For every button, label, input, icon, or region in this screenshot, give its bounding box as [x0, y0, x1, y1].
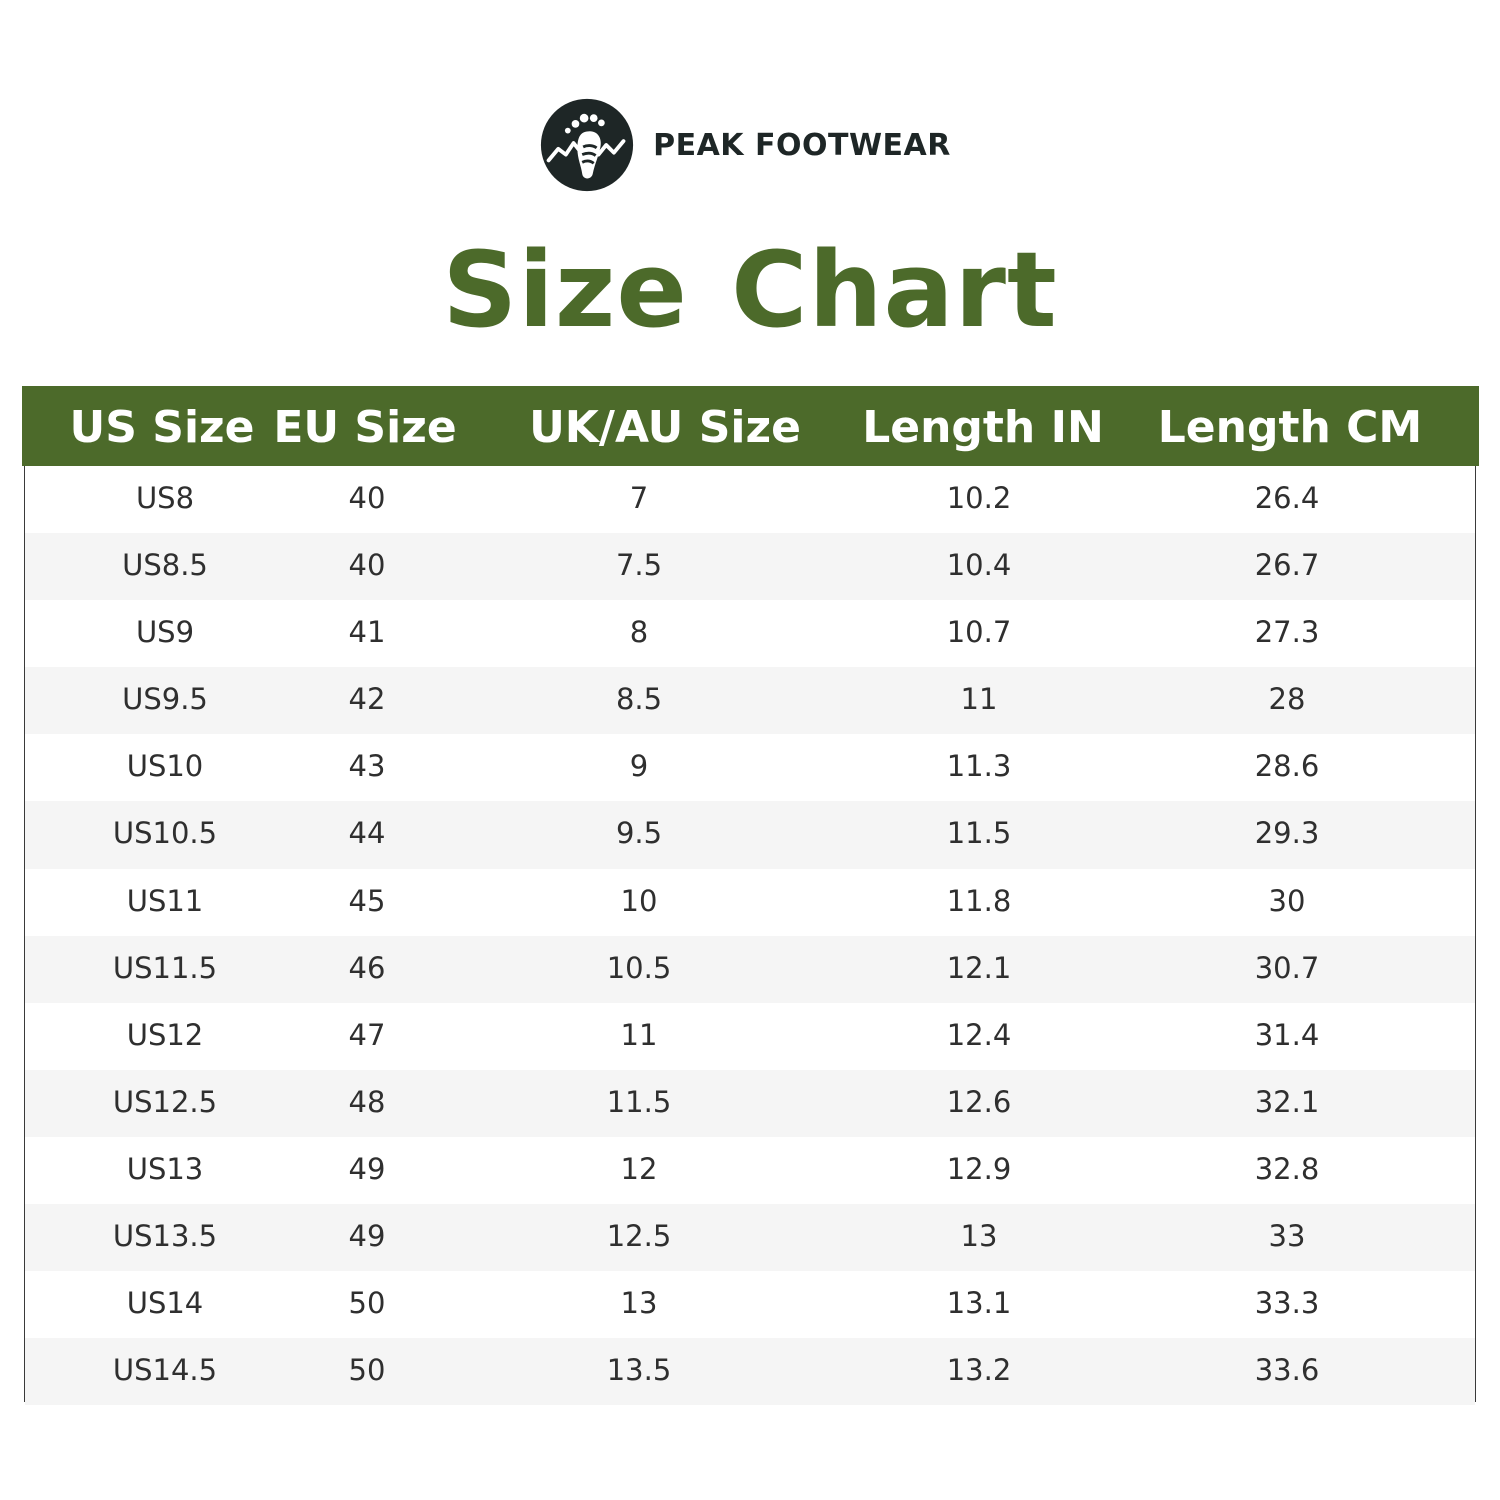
- length-cm-cell: 32.1: [1254, 1084, 1320, 1119]
- us-size-cell: US9.5: [122, 682, 208, 717]
- length-in-cell: 13.2: [946, 1353, 1012, 1388]
- table-row: US10 43 9 11.3 28.6: [25, 734, 1475, 801]
- eu-size-cell: 45: [348, 883, 386, 918]
- eu-size-cell: 48: [348, 1084, 386, 1119]
- size-table: US Size EU Size UK/AU Size Length IN Len…: [22, 386, 1479, 1406]
- length-in-cell: 13.1: [946, 1286, 1012, 1321]
- header-us-size: US Size: [69, 402, 255, 453]
- header-uk-au-size: UK/AU Size: [529, 402, 801, 453]
- table-row: US11.5 46 10.5 12.1 30.7: [25, 935, 1475, 1003]
- length-cm-cell: 33.3: [1254, 1286, 1320, 1321]
- uk-au-size-cell: 7.5: [615, 548, 663, 583]
- table-row: US8 40 7 10.2 26.4: [25, 466, 1475, 533]
- eu-size-cell: 49: [348, 1151, 386, 1186]
- us-size-cell: US13: [126, 1151, 204, 1186]
- length-in-cell: 13: [960, 1219, 998, 1254]
- length-in-cell: 12.9: [946, 1151, 1012, 1186]
- eu-size-cell: 41: [348, 615, 386, 650]
- length-cm-cell: 30: [1268, 883, 1306, 918]
- eu-size-cell: 42: [348, 682, 386, 717]
- us-size-cell: US13.5: [112, 1219, 218, 1254]
- table-row: US10.5 44 9.5 11.5 29.3: [25, 801, 1475, 869]
- table-row: US12.5 48 11.5 12.6 32.1: [25, 1069, 1475, 1137]
- length-in-cell: 12.6: [946, 1084, 1012, 1119]
- eu-size-cell: 46: [348, 950, 386, 985]
- table-header-row: US Size EU Size UK/AU Size Length IN Len…: [22, 386, 1479, 466]
- uk-au-size-cell: 13: [620, 1286, 658, 1321]
- us-size-cell: US9: [135, 615, 195, 650]
- uk-au-size-cell: 12.5: [606, 1219, 672, 1254]
- us-size-cell: US11.5: [112, 950, 218, 985]
- uk-au-size-cell: 10.5: [606, 950, 672, 985]
- table-row: US13 49 12 12.9 32.8: [25, 1137, 1475, 1204]
- uk-au-size-cell: 8.5: [615, 682, 663, 717]
- brand-name: PEAK FOOTWEAR: [653, 127, 951, 163]
- us-size-cell: US14: [126, 1286, 204, 1321]
- header-length-in: Length IN: [862, 402, 1104, 453]
- header-eu-size: EU Size: [273, 402, 457, 453]
- length-in-cell: 10.4: [946, 548, 1012, 583]
- us-size-cell: US14.5: [112, 1353, 218, 1388]
- length-cm-cell: 28: [1268, 682, 1306, 717]
- eu-size-cell: 43: [348, 749, 386, 784]
- length-in-cell: 10.2: [946, 481, 1012, 515]
- us-size-cell: US8: [135, 481, 195, 515]
- table-row: US11 45 10 11.8 30: [25, 869, 1475, 936]
- us-size-cell: US10.5: [112, 816, 218, 851]
- eu-size-cell: 50: [348, 1353, 386, 1388]
- length-cm-cell: 32.8: [1254, 1151, 1320, 1186]
- table-row: US8.5 40 7.5 10.4 26.7: [25, 533, 1475, 601]
- uk-au-size-cell: 11.5: [606, 1084, 672, 1119]
- eu-size-cell: 49: [348, 1219, 386, 1254]
- table-row: US13.5 49 12.5 13 33: [25, 1204, 1475, 1272]
- uk-au-size-cell: 10: [620, 883, 658, 918]
- uk-au-size-cell: 11: [620, 1017, 658, 1052]
- us-size-cell: US12.5: [112, 1084, 218, 1119]
- length-in-cell: 12.4: [946, 1017, 1012, 1052]
- length-cm-cell: 31.4: [1254, 1017, 1320, 1052]
- length-cm-cell: 33: [1268, 1219, 1306, 1254]
- length-cm-cell: 29.3: [1254, 816, 1320, 851]
- us-size-cell: US10: [126, 749, 204, 784]
- length-cm-cell: 26.4: [1254, 481, 1320, 515]
- table-body: US8 40 7 10.2 26.4 US8.5 40 7.5 10.4 26.7 US9 41 8 10…: [25, 466, 1475, 1406]
- brand-header: PEAK FOOTWEAR: [0, 96, 1500, 194]
- table-row: US14.5 50 13.5 13.2 33.6: [25, 1338, 1475, 1406]
- page-title: Size Chart: [442, 229, 1058, 351]
- us-size-cell: US8.5: [122, 548, 208, 583]
- table-row: US14 50 13 13.1 33.3: [25, 1271, 1475, 1338]
- uk-au-size-cell: 8: [629, 615, 649, 650]
- length-in-cell: 11.3: [946, 749, 1012, 784]
- length-cm-cell: 26.7: [1254, 548, 1320, 583]
- us-size-cell: US12: [126, 1017, 204, 1052]
- length-in-cell: 11.8: [946, 883, 1012, 918]
- table-row: US9.5 42 8.5 11 28: [25, 667, 1475, 735]
- length-in-cell: 10.7: [946, 615, 1012, 650]
- length-cm-cell: 28.6: [1254, 749, 1320, 784]
- length-cm-cell: 27.3: [1254, 615, 1320, 650]
- footprint-mountain-icon: [541, 98, 634, 192]
- table-row: US12 47 11 12.4 31.4: [25, 1003, 1475, 1070]
- uk-au-size-cell: 12: [620, 1151, 658, 1186]
- length-cm-cell: 33.6: [1254, 1353, 1320, 1388]
- length-in-cell: 11: [960, 682, 998, 717]
- eu-size-cell: 50: [348, 1286, 386, 1321]
- us-size-cell: US11: [126, 883, 204, 918]
- eu-size-cell: 40: [348, 481, 386, 515]
- uk-au-size-cell: 9.5: [615, 816, 663, 851]
- length-in-cell: 11.5: [946, 816, 1012, 851]
- eu-size-cell: 40: [348, 548, 386, 583]
- length-cm-cell: 30.7: [1254, 950, 1320, 985]
- table-row: US9 41 8 10.7 27.3: [25, 600, 1475, 667]
- uk-au-size-cell: 7: [629, 481, 649, 515]
- eu-size-cell: 44: [348, 816, 386, 851]
- header-length-cm: Length CM: [1157, 402, 1423, 453]
- eu-size-cell: 47: [348, 1017, 386, 1052]
- uk-au-size-cell: 9: [629, 749, 649, 784]
- length-in-cell: 12.1: [946, 950, 1012, 985]
- uk-au-size-cell: 13.5: [606, 1353, 672, 1388]
